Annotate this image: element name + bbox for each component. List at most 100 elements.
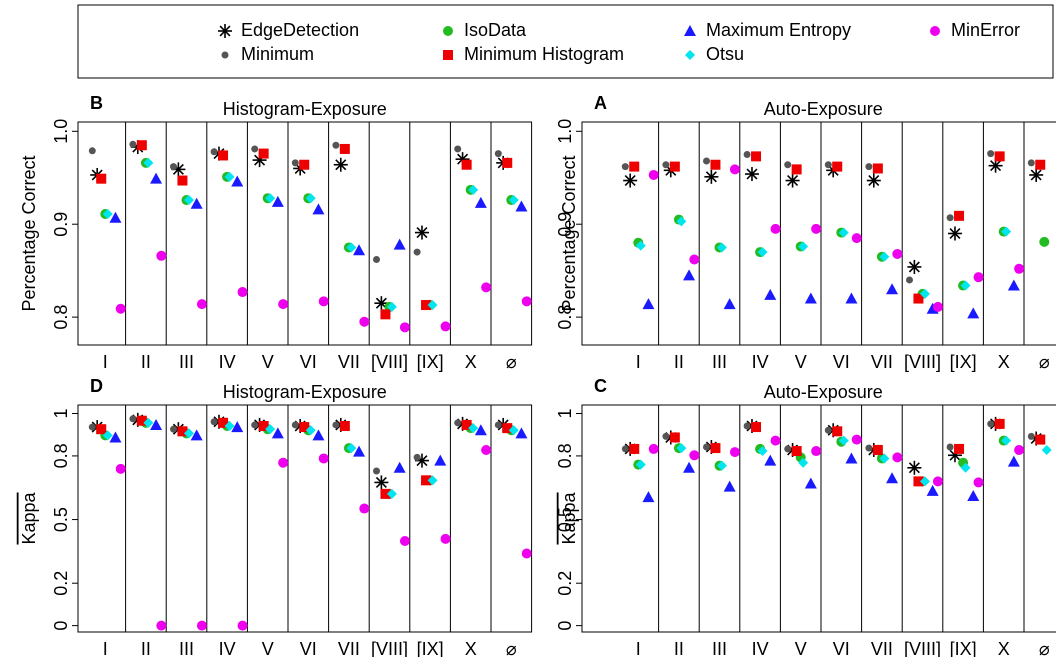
x-tick-label: I — [636, 352, 641, 372]
data-point — [386, 301, 397, 312]
x-tick-label: III — [712, 352, 727, 372]
data-point — [271, 195, 284, 207]
data-point — [427, 300, 438, 311]
data-point — [251, 145, 259, 153]
data-point — [960, 462, 971, 473]
data-point — [824, 161, 832, 169]
data-point — [508, 195, 519, 206]
data-point — [906, 276, 914, 284]
y-axis-label: Kappa — [19, 491, 39, 544]
data-point — [629, 443, 640, 454]
data-point — [515, 427, 528, 439]
data-point — [177, 175, 188, 186]
data-point — [399, 322, 410, 333]
data-point — [218, 150, 229, 161]
data-point — [258, 421, 269, 432]
data-point — [960, 280, 971, 291]
data-point — [886, 472, 899, 484]
panel-title: Histogram-Exposure — [223, 382, 387, 402]
data-point — [380, 488, 391, 499]
data-point — [703, 443, 711, 451]
data-point — [339, 421, 350, 432]
data-point — [393, 238, 406, 250]
legend-marker — [221, 51, 229, 59]
x-tick-label: VII — [871, 352, 893, 372]
x-tick-label: X — [465, 352, 477, 372]
data-point — [96, 173, 107, 184]
data-point — [743, 151, 751, 159]
asterisk-stroke — [457, 153, 469, 165]
data-point — [932, 301, 943, 312]
y-tick-label: 0 — [555, 621, 575, 631]
asterisk-stroke — [746, 168, 758, 180]
data-point — [648, 443, 659, 454]
data-point — [729, 164, 740, 175]
data-point — [170, 163, 178, 171]
data-point — [729, 447, 740, 458]
data-point — [454, 419, 462, 427]
x-tick-label: V — [795, 352, 807, 372]
data-point — [183, 428, 194, 439]
data-point — [662, 432, 670, 440]
asterisk-stroke — [172, 163, 184, 175]
data-point — [265, 424, 276, 435]
data-point — [210, 148, 218, 156]
data-point — [210, 418, 218, 426]
data-point — [648, 169, 659, 180]
data-point — [623, 173, 638, 188]
data-point — [635, 459, 646, 470]
data-point — [621, 163, 629, 171]
data-point — [865, 444, 873, 452]
data-point — [629, 161, 640, 172]
data-point — [973, 272, 984, 283]
data-point — [838, 435, 849, 446]
panel-title: Histogram-Exposure — [223, 99, 387, 119]
asterisk-stroke — [705, 171, 717, 183]
x-tick-label: I — [103, 639, 108, 657]
data-point — [177, 426, 188, 437]
data-point — [305, 425, 316, 436]
y-axis-label: Percentage Correct — [559, 155, 579, 311]
data-point — [716, 460, 727, 471]
legend-box — [77, 4, 1054, 79]
data-point — [318, 296, 329, 307]
data-point — [265, 193, 276, 204]
data-point — [143, 157, 154, 168]
x-tick-label: VII — [338, 639, 360, 657]
data-point — [919, 476, 930, 487]
data-point — [183, 195, 194, 206]
data-point — [704, 169, 719, 184]
data-point — [521, 296, 532, 307]
panel-letter: C — [594, 376, 607, 396]
data-point — [683, 461, 696, 473]
data-point — [892, 248, 903, 259]
data-point — [136, 140, 147, 151]
legend-marker — [218, 24, 232, 38]
data-point — [1039, 236, 1050, 247]
data-point — [716, 242, 727, 253]
x-tick-label: X — [998, 352, 1010, 372]
x-tick-label: IV — [752, 352, 769, 372]
data-point — [751, 422, 762, 433]
data-point — [258, 148, 269, 159]
x-tick-label: II — [674, 352, 684, 372]
data-point — [879, 251, 890, 262]
y-tick-label: 0.5 — [555, 507, 575, 532]
data-point — [109, 431, 122, 443]
legend-marker — [443, 26, 453, 36]
x-tick-label: I — [636, 639, 641, 657]
data-point — [994, 151, 1005, 162]
panel-letter: D — [90, 376, 103, 396]
data-point — [494, 421, 502, 429]
data-point — [832, 426, 843, 437]
data-point — [1035, 434, 1046, 445]
data-point — [954, 443, 965, 454]
data-point — [886, 283, 899, 295]
data-point — [946, 443, 954, 451]
data-point — [872, 444, 883, 455]
data-point — [481, 282, 492, 293]
y-tick-label: 0.5 — [51, 507, 71, 532]
data-point — [703, 157, 711, 165]
x-tick-label: X — [465, 639, 477, 657]
